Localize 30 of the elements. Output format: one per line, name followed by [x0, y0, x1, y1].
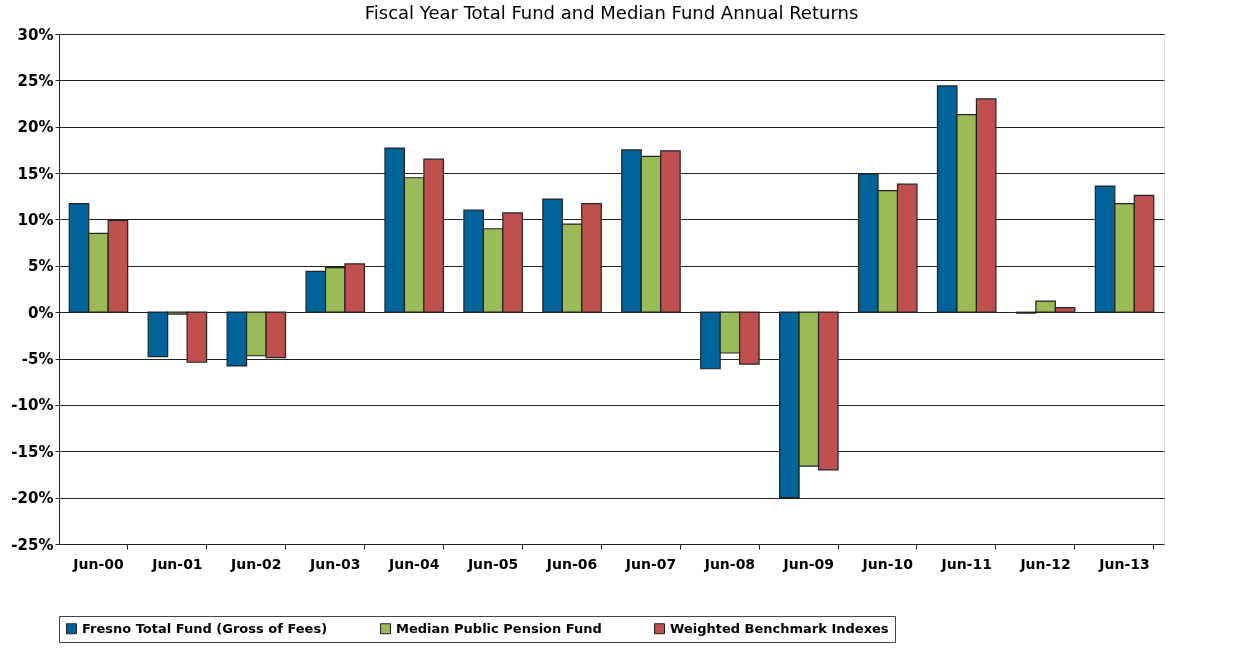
x-tick-label: Jun-01 — [151, 555, 203, 572]
y-tick-label: 20% — [17, 118, 54, 137]
x-tick-label: Jun-08 — [703, 555, 756, 572]
legend-label: Median Public Pension Fund — [396, 620, 602, 636]
y-tick-label: 25% — [17, 71, 54, 90]
y-tick-label: 30% — [17, 25, 54, 44]
y-tick-label: 0% — [28, 303, 54, 322]
x-tick-label: Jun-06 — [545, 555, 598, 572]
legend-label: Fresno Total Fund (Gross of Fees) — [82, 620, 328, 636]
y-tick-label: -25% — [11, 535, 54, 554]
x-tick-label: Jun-10 — [861, 555, 914, 572]
x-tick-label: Jun-05 — [466, 555, 519, 572]
y-tick-label: -15% — [11, 442, 54, 461]
x-tick-label: Jun-12 — [1019, 555, 1071, 572]
x-tick-label: Jun-04 — [387, 555, 440, 572]
x-tick-label: Jun-03 — [309, 555, 361, 572]
x-tick-label: Jun-13 — [1098, 555, 1150, 572]
y-tick-label: -20% — [11, 489, 54, 508]
x-tick-label: Jun-11 — [940, 555, 992, 572]
x-tick-label: Jun-09 — [782, 555, 835, 572]
y-tick-label: 15% — [17, 164, 54, 183]
x-tick-label: Jun-00 — [72, 555, 124, 572]
legend-label: Weighted Benchmark Indexes — [670, 620, 889, 636]
y-tick-label: -5% — [21, 350, 54, 369]
chart-title: Fiscal Year Total Fund and Median Fund Annual Returns — [364, 2, 859, 23]
x-tick-label: Jun-02 — [230, 555, 282, 572]
y-tick-label: -10% — [11, 396, 54, 415]
x-tick-label: Jun-07 — [624, 555, 677, 572]
y-tick-label: 10% — [17, 210, 54, 229]
y-tick-label: 5% — [28, 257, 54, 276]
